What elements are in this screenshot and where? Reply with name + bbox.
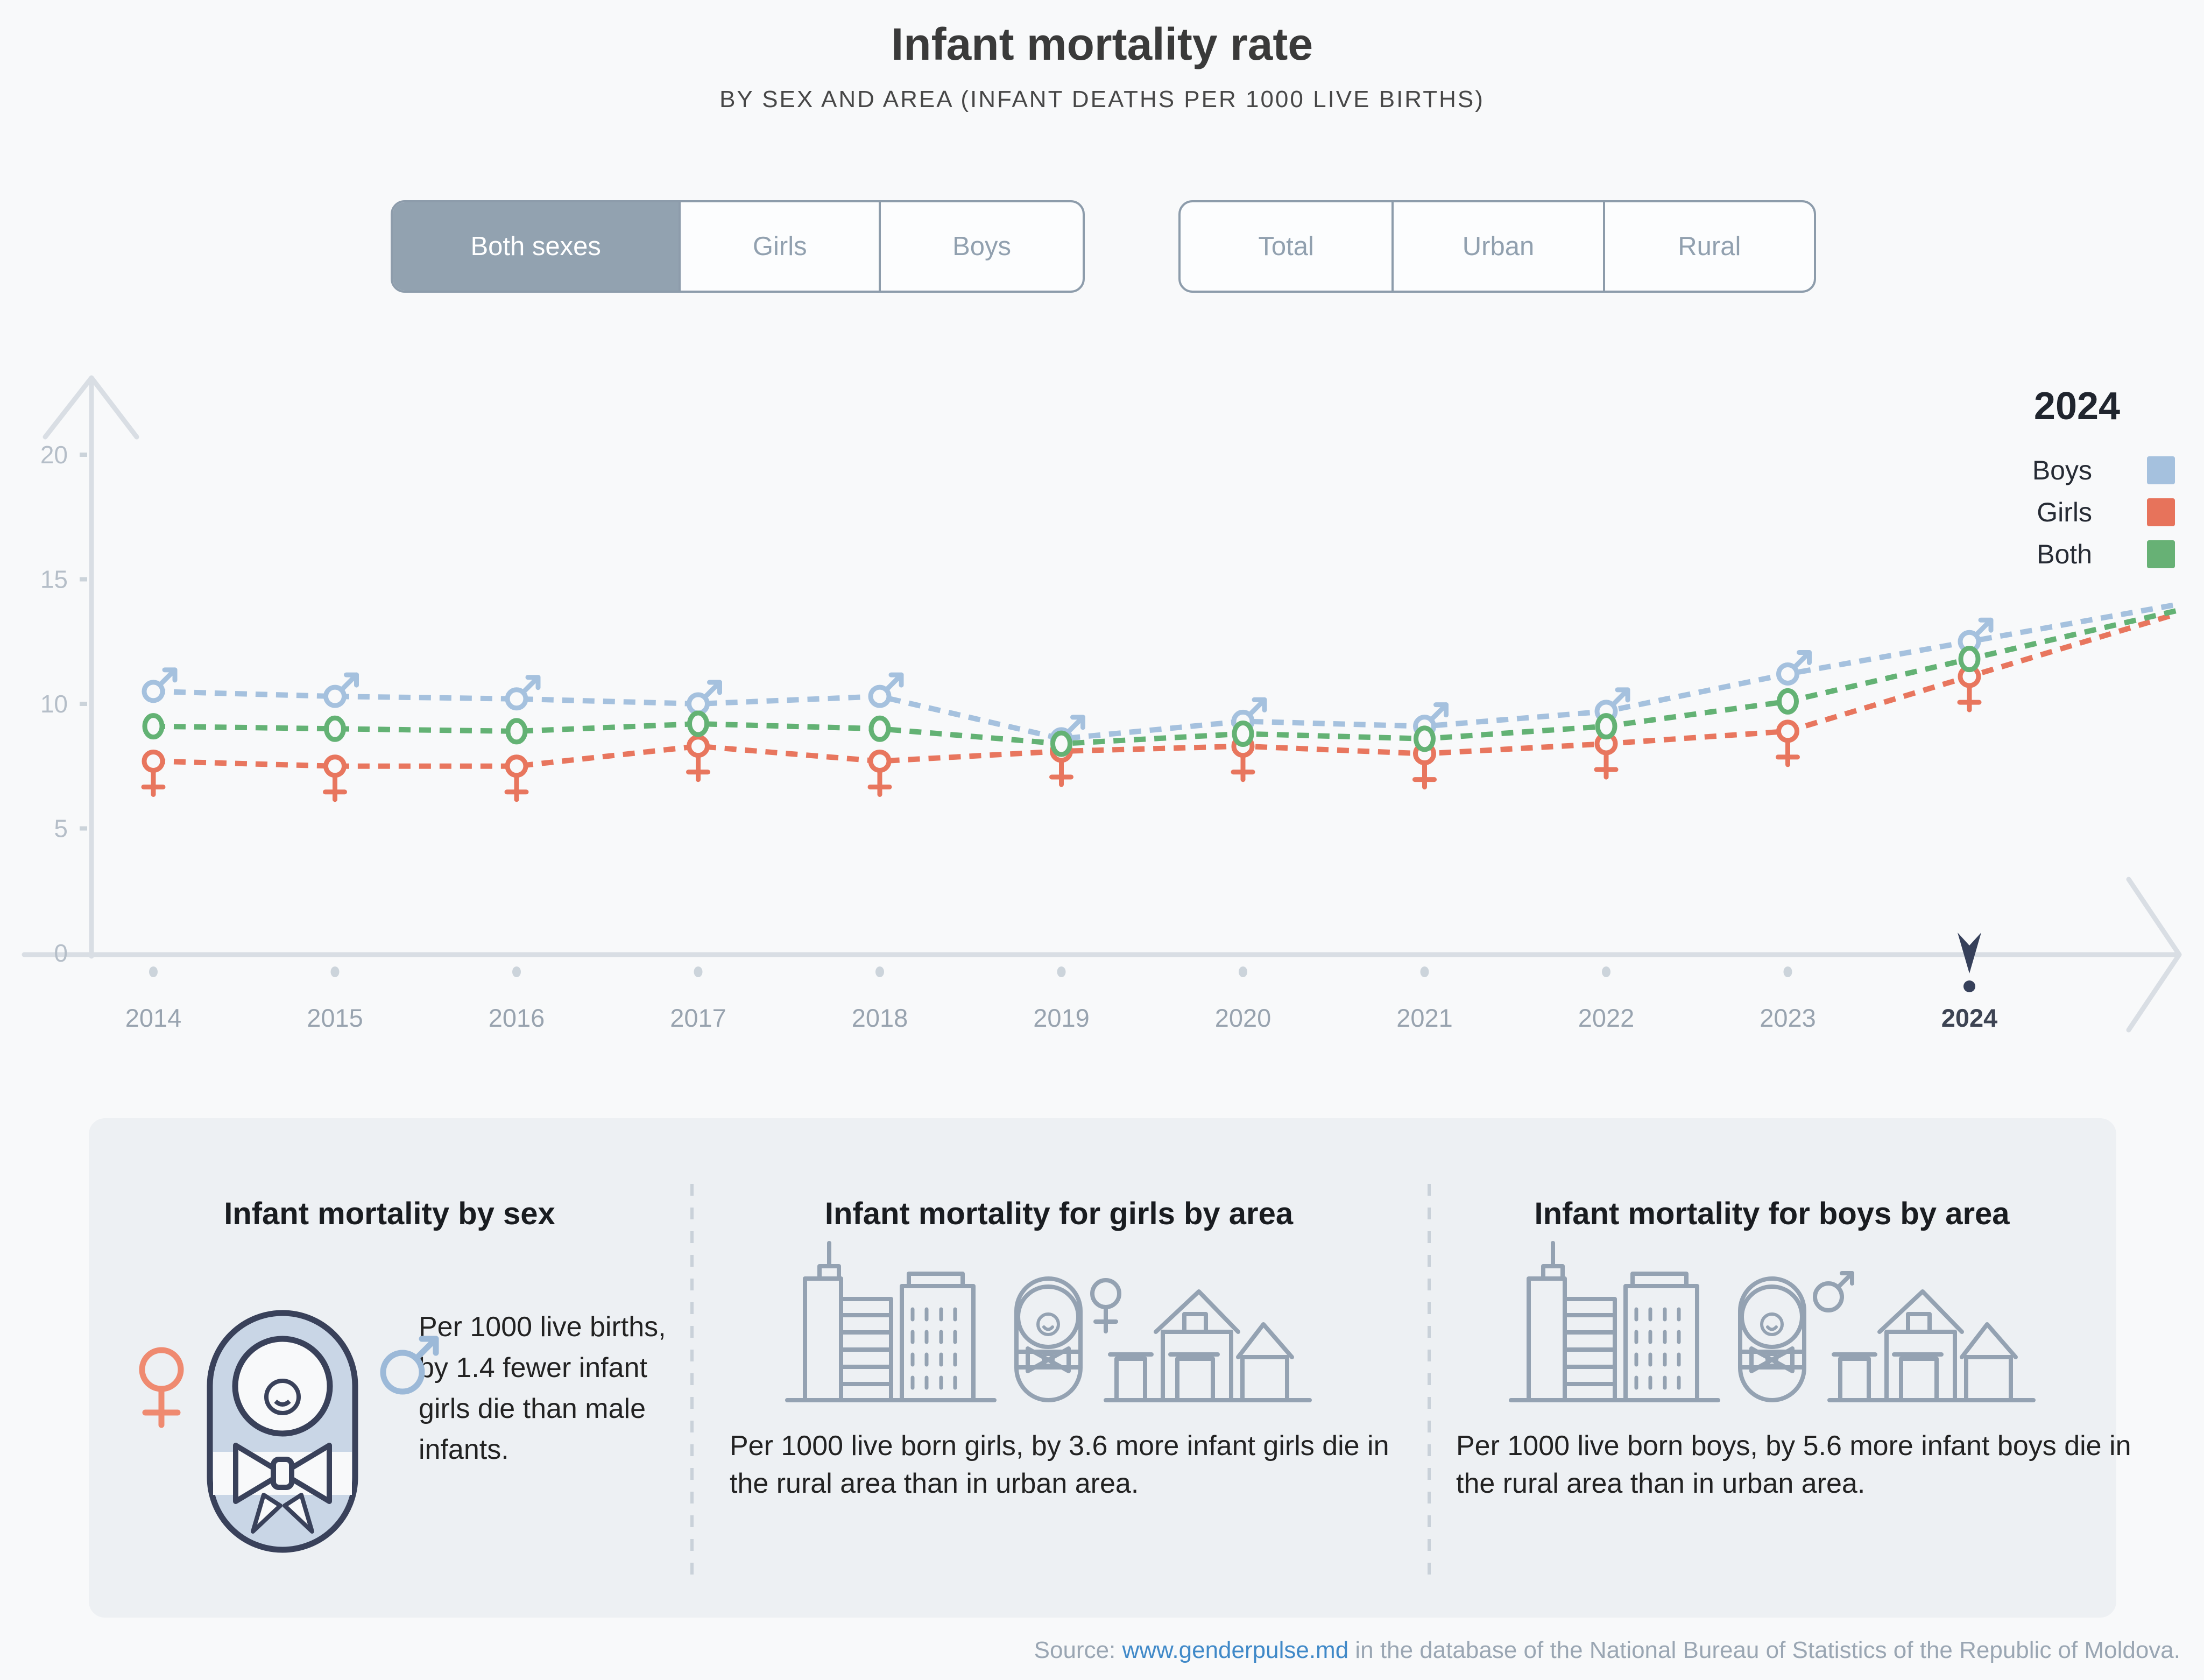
toggle-total[interactable]: Total (1258, 232, 1314, 261)
infant-mortality-line-chart: 0 5 10 15 20 2014 2015 2016 2017 2018 2019 2020 2021… (22, 375, 2182, 1033)
baby-icon (207, 1310, 358, 1553)
legend-row-girls: Girls (1979, 497, 2175, 527)
svg-text:2023: 2023 (1760, 1004, 1816, 1032)
card-title-girls-by-area: Infant mortality for girls by area (824, 1196, 1294, 1231)
toggle-girls[interactable]: Girls (679, 202, 879, 291)
svg-text:2020: 2020 (1215, 1004, 1271, 1032)
area-toggle-group: Total Urban Rural (1178, 200, 1816, 293)
legend-year: 2024 (2033, 385, 2121, 428)
toggle-urban[interactable]: Urban (1391, 202, 1602, 291)
card-text-girls-by-area: Per 1000 live born girls, by 3.6 more in… (730, 1430, 1389, 1499)
svg-text:2014: 2014 (125, 1004, 182, 1032)
legend-label-girls: Girls (2037, 497, 2092, 527)
toggle-rural[interactable]: Rural (1602, 202, 1814, 291)
female-icon (1090, 1278, 1121, 1333)
legend-row-both: Both (1979, 539, 2175, 569)
chart-legend: 2024 Boys Girls Both (1979, 384, 2175, 582)
svg-text:15: 15 (40, 566, 68, 594)
female-icon (139, 1347, 184, 1428)
male-icon (1813, 1271, 1854, 1312)
source-prefix: Source: (1034, 1637, 1122, 1663)
svg-text:2024: 2024 (1941, 1004, 1998, 1032)
card-title-by-sex: Infant mortality by sex (224, 1196, 555, 1231)
svg-text:10: 10 (40, 690, 68, 718)
card-divider-1 (690, 1184, 694, 1582)
card-text-boys-by-area: Per 1000 live born boys, by 5.6 more inf… (1456, 1430, 2131, 1499)
card-text-by-sex: Per 1000 live births, by 1.4 fewer infan… (419, 1311, 666, 1465)
svg-text:5: 5 (54, 815, 68, 843)
male-icon (380, 1336, 439, 1395)
source-suffix: in the database of the National Bureau o… (1348, 1637, 2180, 1663)
source-line: Source: www.genderpulse.md in the databa… (1034, 1637, 2180, 1664)
legend-label-both: Both (2037, 539, 2092, 569)
svg-text:0: 0 (54, 939, 68, 967)
city-baby-village-girls-icon (787, 1243, 1310, 1400)
city-baby-village-boys-icon (1511, 1243, 2033, 1400)
svg-text:2019: 2019 (1033, 1004, 1090, 1032)
sex-toggle-group: Both sexes Girls Boys (391, 200, 1085, 293)
svg-text:2017: 2017 (670, 1004, 726, 1032)
svg-text:2015: 2015 (307, 1004, 363, 1032)
card-title-boys-by-area: Infant mortality for boys by area (1534, 1196, 2010, 1231)
toggle-both-sexes[interactable]: Both sexes (393, 202, 679, 291)
legend-row-boys: Boys (1979, 455, 2175, 485)
legend-label-boys: Boys (2032, 455, 2092, 485)
card-divider-2 (1428, 1184, 1431, 1582)
svg-text:2016: 2016 (489, 1004, 545, 1032)
boys-color-swatch (2147, 456, 2175, 484)
svg-text:2021: 2021 (1396, 1004, 1453, 1032)
both-color-swatch (2147, 540, 2175, 568)
svg-text:2022: 2022 (1578, 1004, 1635, 1032)
girls-color-swatch (2147, 498, 2175, 526)
page-title: Infant mortality rate (891, 19, 1313, 69)
svg-text:2018: 2018 (852, 1004, 908, 1032)
toggle-boys[interactable]: Boys (879, 202, 1083, 291)
svg-text:20: 20 (40, 441, 68, 469)
source-link[interactable]: www.genderpulse.md (1122, 1637, 1349, 1663)
page-subtitle: BY SEX AND AREA (INFANT DEATHS PER 1000 … (719, 86, 1485, 112)
